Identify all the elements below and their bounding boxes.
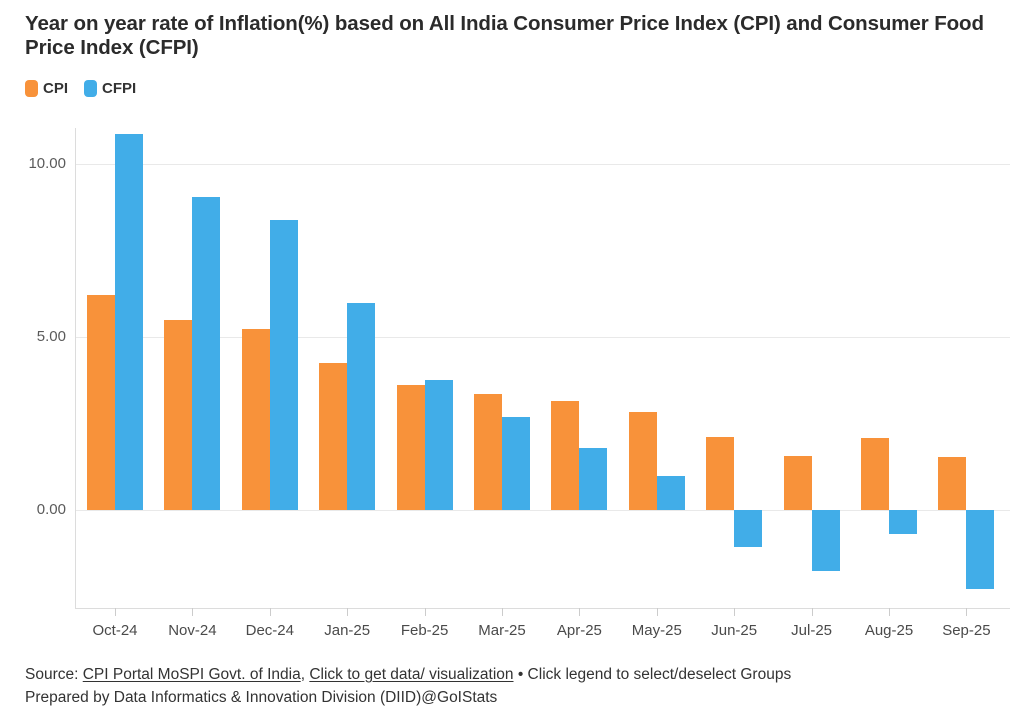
bar-cpi-mar-25	[474, 394, 502, 510]
bar-cfpi-oct-24	[115, 133, 143, 510]
bar-cfpi-sep-25	[966, 510, 995, 589]
y-axis-label: 10.00	[28, 155, 66, 172]
x-axis-label-sep-25: Sep-25	[942, 622, 991, 639]
prepared-by-line: Prepared by Data Informatics & Innovatio…	[25, 688, 498, 706]
bar-cpi-dec-24	[241, 329, 270, 510]
get-data-link[interactable]: Click to get data/ visualization	[309, 666, 514, 683]
bar-cfpi-jun-25	[734, 510, 763, 547]
bar-cfpi-jul-25	[811, 510, 840, 571]
x-axis-label-nov-24: Nov-24	[168, 622, 217, 639]
x-axis-tick	[347, 608, 349, 616]
cpi-color-swatch-icon	[25, 80, 38, 97]
x-axis-tick	[734, 608, 736, 616]
bar-cpi-apr-25	[551, 400, 580, 510]
source-label: Source:	[25, 666, 83, 683]
bar-cpi-aug-25	[861, 438, 889, 510]
x-axis-tick	[656, 608, 658, 616]
y-axis-label: 0.00	[36, 501, 66, 518]
legend-item-cfpi[interactable]: CFPI	[84, 80, 136, 97]
source-line: Source: CPI Portal MoSPI Govt. of India,…	[25, 664, 791, 687]
x-axis-tick	[889, 608, 890, 616]
x-axis-tick	[269, 608, 271, 616]
x-axis-tick	[115, 608, 116, 616]
bar-cfpi-feb-25	[424, 380, 453, 510]
x-axis-label-aug-25: Aug-25	[864, 622, 914, 639]
x-axis-label-jul-25: Jul-25	[791, 622, 833, 639]
bar-cfpi-mar-25	[502, 416, 530, 510]
x-axis-label-may-25: May-25	[631, 622, 682, 639]
bar-cpi-feb-25	[396, 385, 425, 510]
bar-cpi-jan-25	[319, 362, 348, 510]
legend-item-cpi[interactable]: CPI	[25, 80, 68, 97]
x-axis-tick	[192, 608, 194, 616]
x-axis-tick	[811, 608, 813, 616]
legend-label-cfpi: CFPI	[102, 80, 137, 97]
x-axis-label-apr-25: Apr-25	[556, 622, 602, 639]
page-title: Year on year rate of Inflation(%) based …	[25, 12, 984, 59]
bar-cpi-jul-25	[783, 456, 812, 510]
bar-cfpi-apr-25	[579, 448, 608, 510]
chart-legend: CPI CFPI	[25, 80, 136, 97]
x-axis-label-dec-24: Dec-24	[245, 622, 294, 639]
bar-cpi-jun-25	[706, 437, 735, 510]
gridline-5.00	[75, 337, 1010, 338]
bar-cfpi-nov-24	[192, 197, 221, 510]
legend-label-cpi: CPI	[43, 80, 69, 97]
x-axis-tick	[579, 608, 581, 616]
link-separator: ,	[300, 666, 310, 683]
source-link-mospi[interactable]: CPI Portal MoSPI Govt. of India	[82, 666, 301, 683]
x-axis-tick	[424, 608, 426, 616]
y-axis-label: 5.00	[36, 328, 66, 345]
x-axis-label-jan-25: Jan-25	[324, 622, 371, 639]
gridline-10.00	[75, 164, 1010, 165]
cfpi-color-swatch-icon	[84, 80, 98, 97]
gridline-0.00	[75, 510, 1010, 511]
bar-cpi-nov-24	[164, 320, 193, 510]
bar-cfpi-dec-24	[269, 219, 298, 510]
x-axis-line	[75, 608, 1010, 609]
x-axis-tick	[502, 608, 503, 616]
x-axis-label-oct-24: Oct-24	[92, 622, 138, 639]
x-axis-label-jun-25: Jun-25	[711, 622, 758, 639]
x-axis-tick	[966, 608, 968, 616]
legend-hint-text: • Click legend to select/deselect Groups	[513, 666, 792, 683]
bar-cfpi-jan-25	[347, 303, 376, 510]
bar-cpi-may-25	[628, 412, 657, 510]
x-axis-label-mar-25: Mar-25	[478, 622, 526, 639]
bar-cfpi-may-25	[656, 475, 685, 510]
y-axis-line	[75, 128, 76, 608]
bar-cpi-oct-24	[87, 295, 115, 510]
inflation-bar-chart: 0.00 5.00 10.00 Oct-24 Nov-24 Dec-24 Jan-25 Feb…	[0, 118, 1024, 650]
bar-cpi-sep-25	[938, 456, 967, 510]
chart-footer: Source: CPI Portal MoSPI Govt. of India,…	[25, 664, 791, 709]
x-axis-label-feb-25: Feb-25	[400, 622, 449, 639]
bar-cfpi-aug-25	[889, 510, 917, 534]
